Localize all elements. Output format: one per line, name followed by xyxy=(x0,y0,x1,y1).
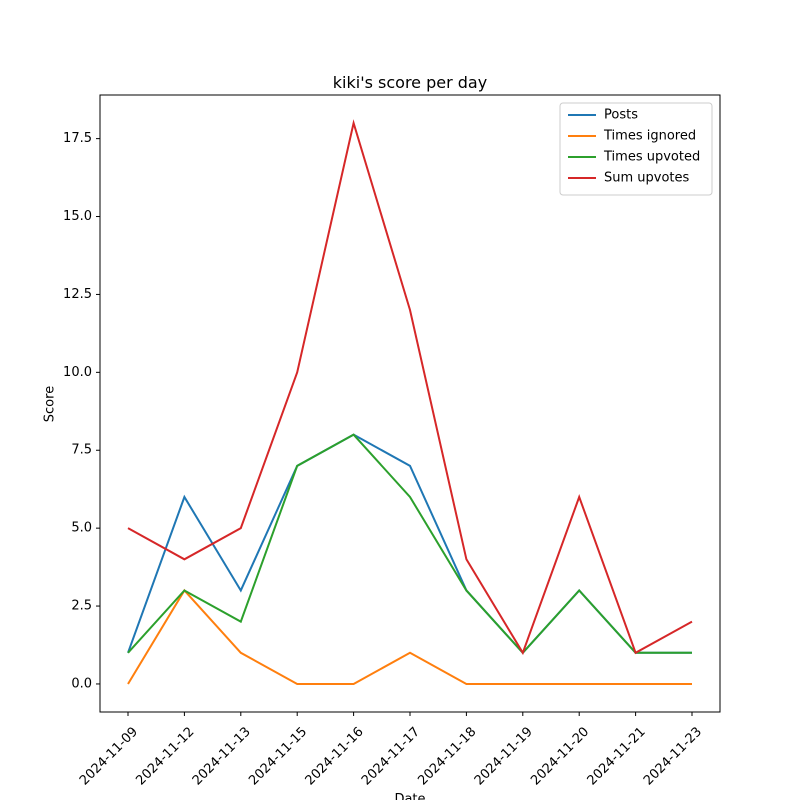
chart-title: kiki's score per day xyxy=(333,73,487,92)
x-tick-label: 2024-11-13 xyxy=(190,724,254,788)
y-axis-label: Score xyxy=(43,386,58,422)
legend-label: Sum upvotes xyxy=(604,171,690,186)
series-line xyxy=(127,433,692,655)
legend-label: Times upvoted xyxy=(603,150,700,165)
legend-box xyxy=(559,102,713,196)
legend-label: Times ignored xyxy=(603,129,696,144)
series-line xyxy=(127,119,693,656)
x-axis-label: Date xyxy=(394,792,425,800)
x-tick-label: 2024-11-16 xyxy=(303,724,367,788)
x-tick-label: 2024-11-09 xyxy=(77,724,141,788)
x-tick-label: 2024-11-17 xyxy=(359,724,423,788)
y-tick-label: 15.0 xyxy=(63,209,92,224)
y-tick-label: 2.5 xyxy=(71,599,92,614)
y-tick-label: 12.5 xyxy=(63,287,92,302)
y-tick-label: 17.5 xyxy=(63,131,92,146)
x-tick-label: 2024-11-18 xyxy=(415,724,479,788)
series-line xyxy=(127,588,692,685)
y-tick-label: 5.0 xyxy=(71,521,92,536)
x-tick-label: 2024-11-12 xyxy=(133,724,197,788)
y-tick-label: 7.5 xyxy=(71,443,92,458)
x-tick-label: 2024-11-23 xyxy=(641,724,705,788)
y-tick-label: 10.0 xyxy=(63,365,92,380)
y-tick-label: 0.0 xyxy=(71,676,92,691)
x-tick-label: 2024-11-15 xyxy=(246,724,310,788)
x-tick-label: 2024-11-19 xyxy=(472,724,536,788)
legend-label: Posts xyxy=(604,108,638,123)
x-tick-label: 2024-11-21 xyxy=(585,724,649,788)
x-tick-label: 2024-11-20 xyxy=(528,724,592,788)
